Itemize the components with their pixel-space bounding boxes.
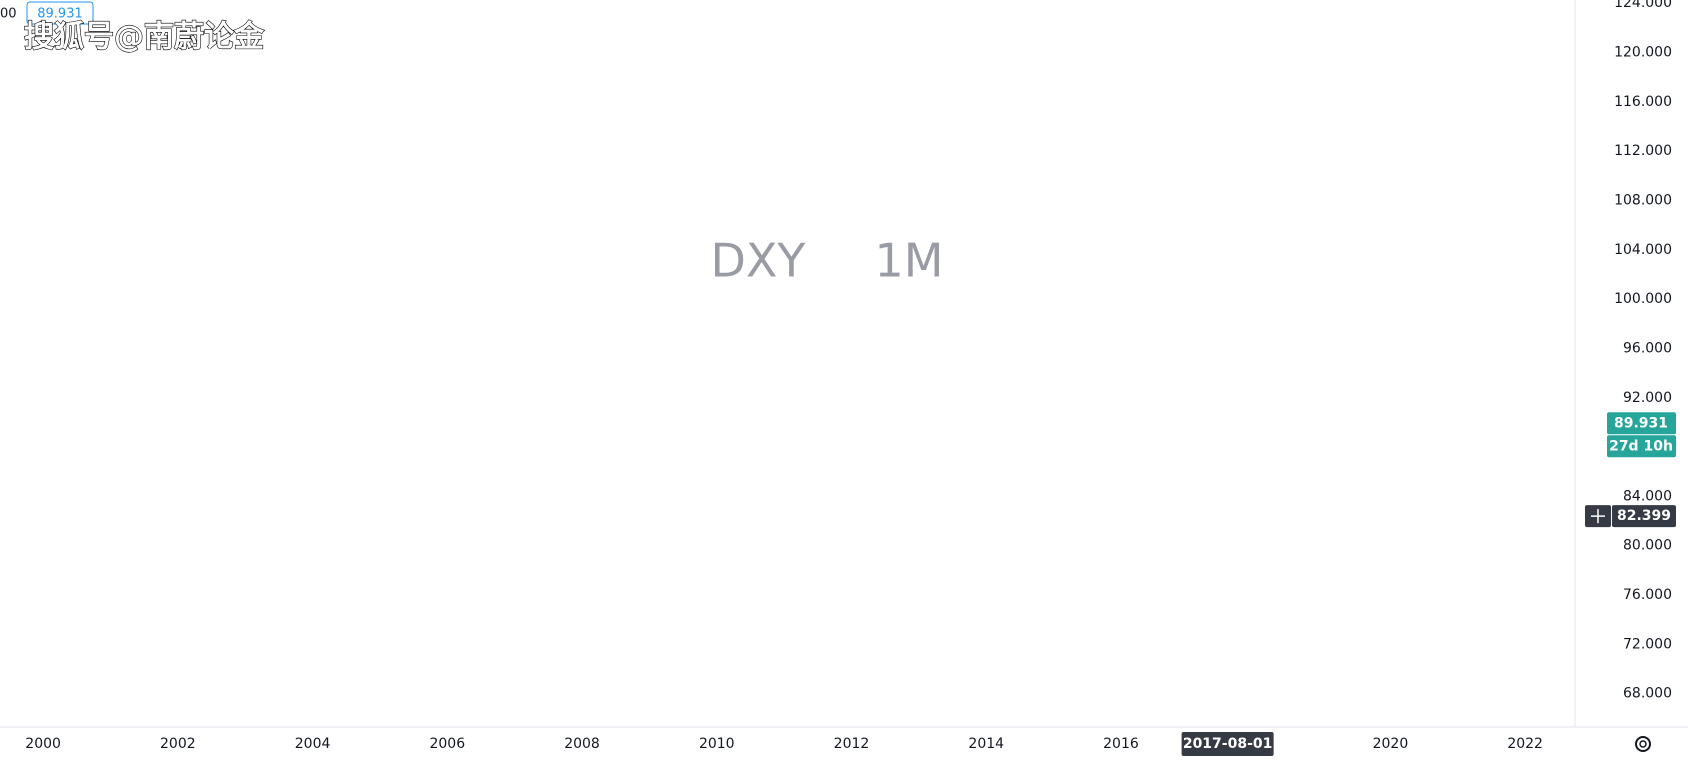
y-tick-label: 68.000 bbox=[1623, 686, 1672, 702]
last-price-badge bbox=[1607, 412, 1676, 435]
axes: 68.00072.00076.00080.00084.00088.00092.0… bbox=[25, 0, 1676, 756]
source-watermark: 搜狐号@南蔚论金 bbox=[24, 20, 265, 55]
y-tick-label: 72.000 bbox=[1623, 636, 1672, 652]
x-tick-label: 2010 bbox=[699, 736, 735, 752]
interval-watermark: 1M bbox=[875, 234, 944, 288]
x-tick-label: 2008 bbox=[564, 736, 600, 752]
y-tick-label: 92.000 bbox=[1623, 390, 1672, 406]
y-tick-label: 80.000 bbox=[1623, 538, 1672, 554]
x-tick-label: 2000 bbox=[25, 736, 61, 752]
y-tick-label: 84.000 bbox=[1623, 488, 1672, 504]
x-tick-label: 2012 bbox=[834, 736, 870, 752]
y-tick-label: 112.000 bbox=[1614, 143, 1672, 159]
settings-icon[interactable] bbox=[1635, 736, 1651, 752]
countdown-label: 27d 10h bbox=[1609, 438, 1673, 454]
y-tick-label: 120.000 bbox=[1614, 45, 1672, 61]
crosshair-price-badge bbox=[1612, 505, 1676, 528]
crosshair-date-label: 2017-08-01 bbox=[1183, 736, 1273, 752]
countdown-badge bbox=[1607, 435, 1676, 458]
x-tick-label: 2022 bbox=[1507, 736, 1543, 752]
y-tick-label: 96.000 bbox=[1623, 340, 1672, 356]
gear-ring bbox=[1635, 736, 1651, 752]
legend-price-box bbox=[26, 1, 94, 25]
symbol-watermark: DXY bbox=[710, 234, 806, 288]
x-tick-label: 2004 bbox=[295, 736, 331, 752]
y-tick-label: 76.000 bbox=[1623, 587, 1672, 603]
y-tick-label: 124.000 bbox=[1614, 0, 1672, 11]
price-axis-bg bbox=[1575, 0, 1688, 761]
crosshair-price-label: 82.399 bbox=[1617, 508, 1671, 524]
x-tick-label: 2014 bbox=[968, 736, 1004, 752]
y-tick-label: 104.000 bbox=[1614, 242, 1672, 258]
cropped-text: 00 bbox=[0, 7, 17, 22]
x-tick-label: 2020 bbox=[1373, 736, 1409, 752]
plus-icon bbox=[1591, 509, 1605, 524]
gear-hub bbox=[1639, 740, 1647, 748]
x-tick-label: 2016 bbox=[1103, 736, 1139, 752]
last-price-label: 89.931 bbox=[1614, 415, 1668, 431]
y-tick-label: 116.000 bbox=[1614, 94, 1672, 110]
crosshair-date-badge bbox=[1181, 732, 1274, 756]
x-tick-label: 2002 bbox=[160, 736, 196, 752]
x-tick-label: 2006 bbox=[429, 736, 465, 752]
legend-price: 89.931 bbox=[37, 7, 83, 22]
y-tick-label: 108.000 bbox=[1614, 192, 1672, 208]
y-tick-label: 100.000 bbox=[1614, 291, 1672, 307]
